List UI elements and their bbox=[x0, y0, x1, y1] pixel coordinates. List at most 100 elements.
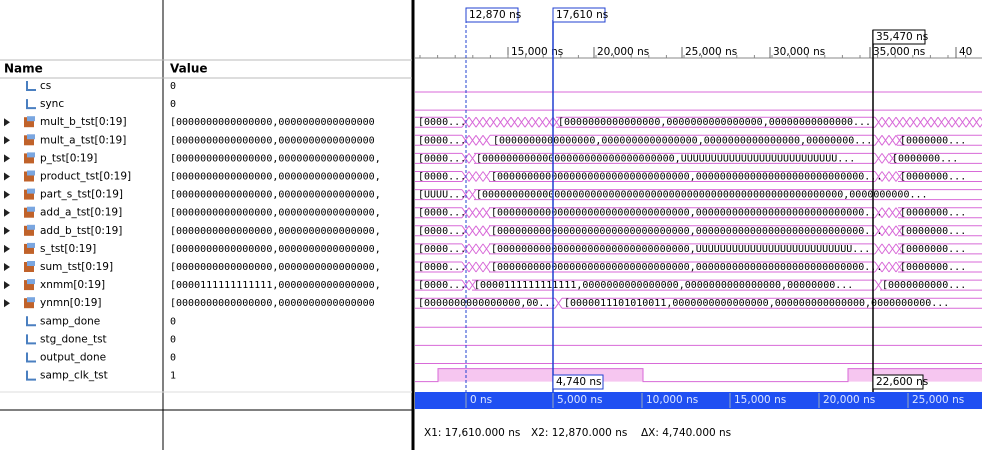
signal-value: [0000000000000000,0000000000000000 bbox=[170, 135, 375, 146]
name-header[interactable]: Name bbox=[4, 62, 43, 76]
bus-icon-mark bbox=[27, 297, 35, 303]
signal-icon bbox=[26, 352, 36, 363]
signal-name[interactable]: stg_done_tst bbox=[40, 333, 107, 345]
bus-value: [0000000... bbox=[892, 153, 958, 164]
bus-value: [0000... bbox=[418, 226, 466, 237]
bus-value: [UUUU... bbox=[418, 190, 466, 201]
bus-transition bbox=[461, 153, 470, 164]
bus-icon-mark bbox=[27, 224, 35, 230]
signal-value: [0000000000000000,0000000000000000, bbox=[170, 172, 381, 183]
ruler-label: 20,000 ns bbox=[597, 46, 649, 58]
bus-value: [0000... bbox=[418, 172, 466, 183]
bus-transition bbox=[923, 116, 932, 128]
bus-transition bbox=[461, 189, 470, 200]
bus-transition bbox=[930, 116, 939, 128]
value-header[interactable]: Value bbox=[170, 62, 208, 76]
bus-value: [00000000000000000000000000000000,000000… bbox=[491, 208, 882, 219]
bus-transition bbox=[482, 207, 491, 218]
bus-transition bbox=[958, 116, 967, 128]
clock-wave bbox=[415, 368, 982, 383]
bus-transition bbox=[554, 297, 563, 309]
bus-value: [0000000000... bbox=[882, 280, 966, 291]
signal-name[interactable]: output_done bbox=[40, 352, 106, 364]
bus-icon bbox=[24, 153, 34, 164]
signal-name[interactable]: sum_tst[0:19] bbox=[40, 261, 113, 273]
bus-transition bbox=[468, 189, 477, 200]
signal-name[interactable]: add_b_tst[0:19] bbox=[40, 225, 122, 237]
ruler-label: 15,000 ns bbox=[511, 46, 563, 58]
signal-name[interactable]: ynmn[0:19] bbox=[40, 297, 102, 309]
bus-transition bbox=[531, 116, 540, 128]
ruler-label: 0 ns bbox=[470, 394, 492, 406]
expand-arrow[interactable] bbox=[4, 263, 10, 271]
delta-label-box bbox=[552, 374, 604, 390]
bus-transition bbox=[510, 116, 519, 128]
signal-name[interactable]: cs bbox=[40, 80, 51, 92]
status-x1: X1: 17,610.000 ns bbox=[424, 427, 520, 439]
signal-name[interactable]: mult_a_tst[0:19] bbox=[40, 134, 126, 146]
signal-name[interactable]: add_a_tst[0:19] bbox=[40, 207, 122, 219]
signal-name[interactable]: p_tst[0:19] bbox=[40, 152, 97, 164]
bus-icon-mark bbox=[27, 116, 35, 122]
signal-name[interactable]: product_tst[0:19] bbox=[40, 171, 131, 183]
signal-name[interactable]: s_tst[0:19] bbox=[40, 243, 96, 255]
status-dx: ΔX: 4,740.000 ns bbox=[641, 427, 731, 439]
bus-value: [0000... bbox=[418, 208, 466, 219]
bus-value: [0000000... bbox=[900, 226, 966, 237]
signal-name[interactable]: mult_b_tst[0:19] bbox=[40, 116, 127, 128]
expand-arrow[interactable] bbox=[4, 172, 10, 181]
bus-transition bbox=[888, 243, 897, 255]
expand-arrow[interactable] bbox=[4, 299, 10, 308]
signal-value: 0 bbox=[170, 334, 176, 345]
bus-transition bbox=[874, 135, 883, 146]
bus-icon-mark bbox=[27, 134, 35, 140]
cursor-label: 12,870 ns bbox=[469, 9, 521, 21]
bus-value: [0000... bbox=[418, 153, 466, 164]
expand-arrow[interactable] bbox=[4, 190, 10, 199]
cursor-label: 35,470 ns bbox=[876, 31, 928, 43]
bus-transition bbox=[874, 279, 883, 291]
bus-icon bbox=[24, 135, 34, 146]
bus-transition bbox=[468, 171, 477, 182]
signal-name[interactable]: sync bbox=[40, 98, 64, 110]
bus-transition bbox=[482, 171, 491, 182]
bus-transition bbox=[965, 116, 974, 128]
ruler-label: 10,000 ns bbox=[646, 394, 698, 406]
expand-arrow[interactable] bbox=[4, 208, 10, 217]
delta-label-box bbox=[872, 374, 924, 390]
bus-value: [00000000000000000000000000000000,UUUUUU… bbox=[491, 244, 870, 255]
bus-icon-mark bbox=[27, 242, 35, 248]
expand-arrow[interactable] bbox=[4, 154, 10, 163]
bus-transition bbox=[545, 116, 554, 128]
bus-icon bbox=[24, 207, 34, 218]
expand-arrow[interactable] bbox=[4, 226, 10, 235]
bus-value: [0000000... bbox=[900, 208, 966, 219]
signal-name[interactable]: part_s_tst[0:19] bbox=[40, 189, 123, 201]
signal-value: 1 bbox=[170, 371, 176, 382]
signal-name[interactable]: samp_done bbox=[40, 315, 100, 327]
bus-transition bbox=[475, 116, 484, 128]
expand-arrow[interactable] bbox=[4, 281, 10, 290]
bus-transition bbox=[475, 225, 484, 237]
wave-area: [0000... [0000000000000000,00000000000000… bbox=[415, 91, 982, 383]
ruler-label: 25,000 ns bbox=[685, 46, 737, 58]
bus-value: [00000000000000000000000000000000,000000… bbox=[491, 262, 882, 273]
signal-value: 0 bbox=[170, 81, 176, 92]
bus-transition bbox=[881, 243, 890, 255]
signal-value: 0 bbox=[170, 316, 176, 327]
delta-label: 4,740 ns bbox=[556, 376, 602, 388]
cursor-label: 17,610 ns bbox=[556, 9, 608, 21]
signal-name[interactable]: xnmm[0:19] bbox=[40, 279, 105, 291]
signal-name[interactable]: samp_clk_tst bbox=[40, 370, 108, 382]
bus-value: [0000000... bbox=[900, 262, 966, 273]
bus-transition bbox=[888, 261, 897, 273]
bus-value: [0000000... bbox=[900, 172, 966, 183]
expand-arrow[interactable] bbox=[4, 244, 10, 253]
signal-value: 0 bbox=[170, 353, 176, 364]
bus-transition bbox=[902, 116, 911, 128]
expand-arrow[interactable] bbox=[4, 118, 10, 127]
bus-transition bbox=[944, 116, 953, 128]
expand-arrow[interactable] bbox=[4, 136, 10, 145]
bus-transition bbox=[888, 225, 897, 237]
bus-transition bbox=[874, 225, 883, 237]
